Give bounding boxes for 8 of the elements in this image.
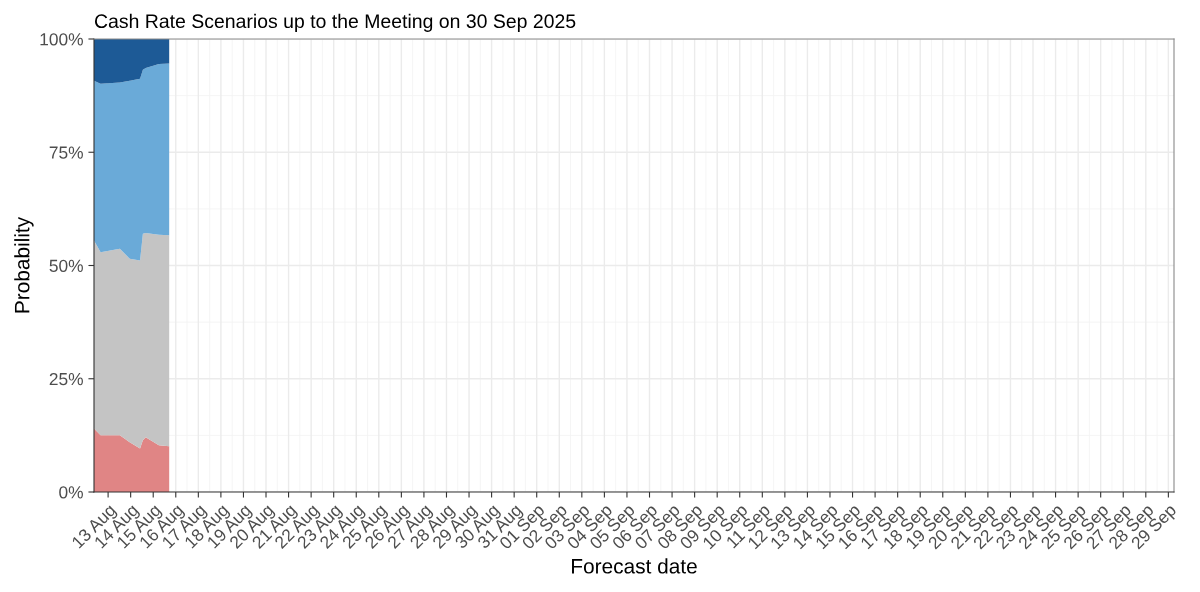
y-tick-label: 0%: [59, 486, 83, 499]
x-axis-title: Forecast date: [572, 558, 697, 574]
chart-title: Cash Rate Scenarios up to the Meeting on 30 Sep 2025: [94, 13, 576, 32]
y-axis-title: Probability: [14, 216, 34, 313]
y-tick-label: 50%: [49, 259, 83, 272]
y-tick-label: 25%: [49, 372, 83, 386]
y-tick-label: 75%: [49, 146, 83, 159]
y-tick-label: 100%: [40, 33, 83, 46]
